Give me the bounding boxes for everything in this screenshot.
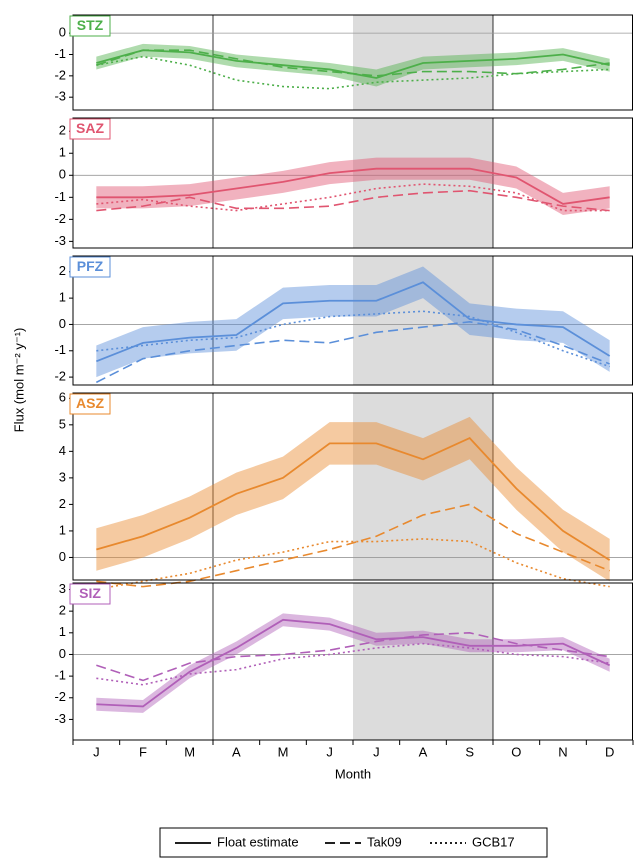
y-tick-label: -3: [54, 89, 66, 104]
x-tick-label: A: [232, 744, 241, 759]
frame: [72, 582, 633, 741]
line: [96, 437, 611, 561]
shade: [353, 256, 493, 385]
x-tick-label: N: [558, 744, 567, 759]
line: [96, 167, 610, 205]
frame: [72, 14, 633, 111]
band: [96, 43, 610, 87]
legend-label: Tak09: [367, 834, 402, 849]
y-tick-label: -2: [54, 67, 66, 82]
panel-label-box: [69, 583, 111, 605]
shade: [353, 118, 493, 248]
line: [96, 55, 610, 90]
panel-label: STZ: [77, 17, 104, 33]
y-axis-label: Flux (mol m⁻² y⁻¹): [11, 328, 26, 433]
legend-box: [159, 827, 548, 858]
line: [96, 503, 610, 588]
panel-label: PFZ: [77, 258, 104, 274]
y-tick-label: -2: [54, 689, 66, 704]
panel-label: SAZ: [76, 120, 104, 136]
panel-label-box: [69, 256, 111, 278]
line: [96, 183, 610, 212]
x-tick-label: O: [511, 744, 521, 759]
x-tick-label: J: [93, 744, 100, 759]
y-tick-label: -2: [54, 211, 66, 226]
y-tick-label: -1: [54, 189, 66, 204]
y-tick-label: 1: [59, 522, 66, 537]
y-tick-label: 1: [59, 145, 66, 160]
y-tick-label: 6: [59, 390, 66, 405]
line: [96, 189, 610, 212]
y-tick-label: 2: [59, 263, 66, 278]
y-tick-label: 2: [59, 603, 66, 618]
y-tick-label: -2: [54, 369, 66, 384]
y-tick-label: 2: [59, 496, 66, 511]
y-tick-label: 1: [59, 624, 66, 639]
y-tick-label: 0: [59, 316, 66, 331]
y-tick-label: -3: [54, 233, 66, 248]
y-tick-label: 1: [59, 290, 66, 305]
y-tick-label: 4: [59, 443, 66, 458]
panel-label-box: [69, 393, 111, 415]
y-tick-label: -3: [54, 711, 66, 726]
line: [96, 632, 610, 682]
y-tick-label: 2: [59, 123, 66, 138]
frame: [72, 392, 633, 581]
y-tick-label: -1: [54, 46, 66, 61]
line: [96, 310, 610, 368]
line: [95, 321, 610, 384]
legend-label: GCB17: [472, 834, 515, 849]
legend-label: Float estimate: [217, 834, 299, 849]
panel-label: SIZ: [79, 585, 101, 601]
frame: [72, 255, 633, 386]
y-tick-label: 3: [59, 469, 66, 484]
frame: [72, 117, 633, 249]
x-tick-label: F: [139, 744, 147, 759]
band: [96, 266, 610, 378]
y-tick-label: 3: [59, 581, 66, 596]
shade: [353, 583, 493, 740]
y-tick-label: 0: [59, 549, 66, 564]
x-tick-label: J: [326, 744, 333, 759]
y-tick-label: -1: [54, 668, 66, 683]
panel-label-box: [69, 15, 111, 37]
y-tick-label: 0: [59, 167, 66, 182]
line: [96, 642, 610, 686]
band: [96, 157, 610, 215]
line: [96, 49, 610, 77]
y-tick-label: 0: [59, 25, 66, 40]
line: [96, 281, 611, 363]
line: [96, 538, 610, 591]
panel-label-box: [69, 118, 111, 140]
x-tick-label: S: [465, 744, 474, 759]
x-tick-label: M: [184, 744, 195, 759]
y-tick-label: -1: [54, 342, 66, 357]
x-tick-label: D: [605, 744, 614, 759]
y-tick-label: 5: [59, 416, 66, 431]
x-tick-label: A: [419, 744, 428, 759]
y-tick-label: 0: [59, 646, 66, 661]
band: [96, 416, 610, 582]
shade: [353, 393, 493, 580]
x-tick-label: M: [278, 744, 289, 759]
x-axis-label: Month: [335, 766, 371, 781]
x-tick-label: J: [373, 744, 380, 759]
panel-label: ASZ: [76, 395, 104, 411]
